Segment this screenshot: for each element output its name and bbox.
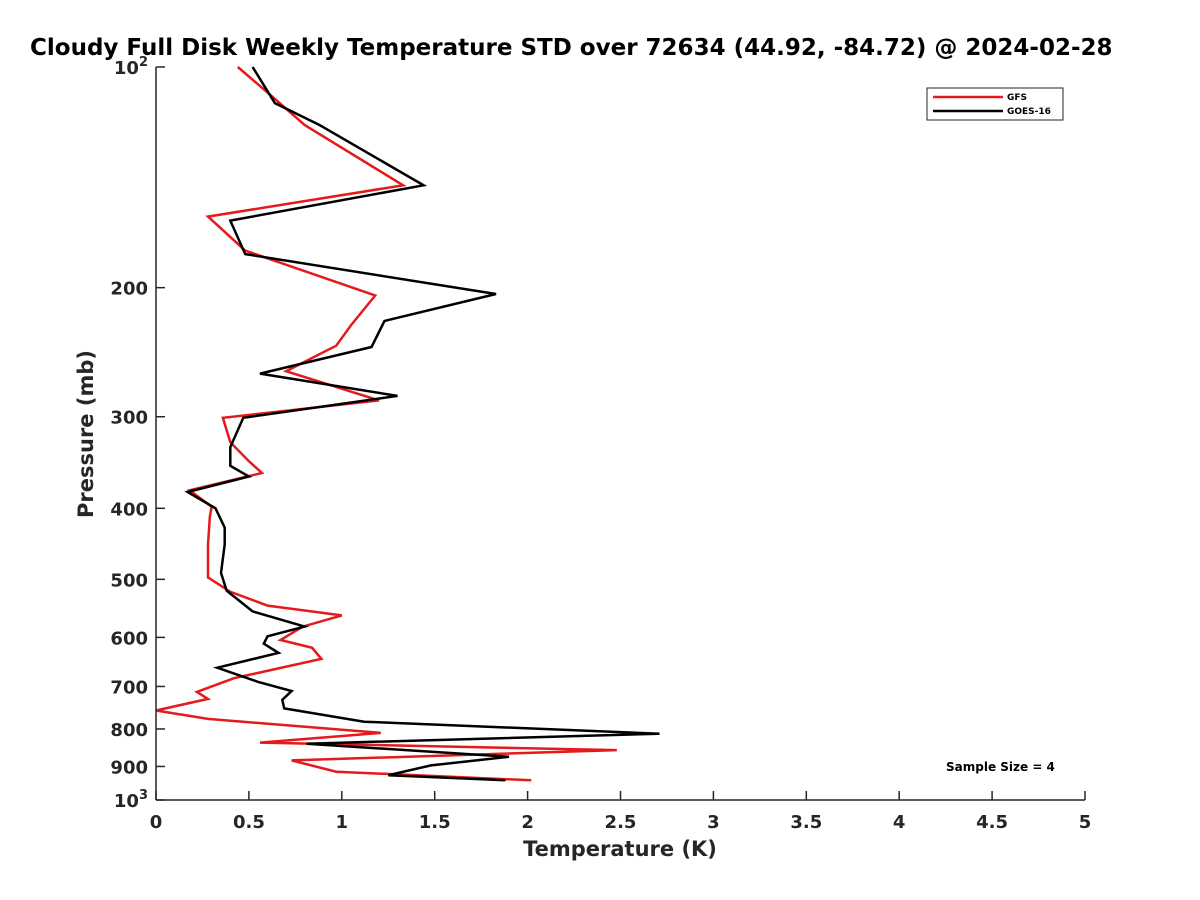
y-axis-label: Pressure (mb) xyxy=(74,350,98,518)
axes-layer: 0 0.5 1 1.5 2 2.5 3 3.5 4 4.5 5 102 200 300 400 500 600 7… xyxy=(110,55,1091,833)
x-tick-label: 0 xyxy=(150,812,163,833)
series-layer xyxy=(155,66,660,782)
x-tick-label: 4.5 xyxy=(976,812,1008,833)
x-tick-label: 5 xyxy=(1079,812,1092,833)
x-tick-label: 1 xyxy=(336,812,349,833)
x-tick-label: 1.5 xyxy=(419,812,451,833)
sample-size-annotation: Sample Size = 4 xyxy=(946,760,1055,774)
x-tick-label: 2 xyxy=(521,812,534,833)
x-tick-label: 2.5 xyxy=(605,812,637,833)
x-tick-label: 3 xyxy=(707,812,720,833)
series-line-goes-16 xyxy=(184,66,660,782)
x-tick-label: 4 xyxy=(893,812,906,833)
y-tick-label: 700 xyxy=(110,677,148,698)
y-tick-label: 200 xyxy=(110,279,148,300)
y-tick-label: 300 xyxy=(110,408,148,429)
y-tick-label: 900 xyxy=(110,757,148,778)
legend-label-gfs: GFS xyxy=(1007,93,1027,103)
legend-label-goes-16: GOES-16 xyxy=(1007,107,1051,117)
series-line-gfs xyxy=(155,66,617,782)
y-tick-label: 103 xyxy=(114,788,148,812)
x-tick-label: 0.5 xyxy=(233,812,265,833)
y-tick-label: 500 xyxy=(110,570,148,591)
y-tick-label: 400 xyxy=(110,499,148,520)
y-tick-label: 600 xyxy=(110,628,148,649)
plot-area xyxy=(156,67,1085,800)
legend-box xyxy=(926,87,1064,121)
legend: GFS GOES-16 xyxy=(926,87,1064,121)
chart-title: Cloudy Full Disk Weekly Temperature STD … xyxy=(30,35,1113,61)
x-tick-label: 3.5 xyxy=(790,812,822,833)
y-tick-label: 800 xyxy=(110,720,148,741)
y-tick-label: 102 xyxy=(114,55,148,79)
x-axis-label: Temperature (K) xyxy=(523,837,717,861)
